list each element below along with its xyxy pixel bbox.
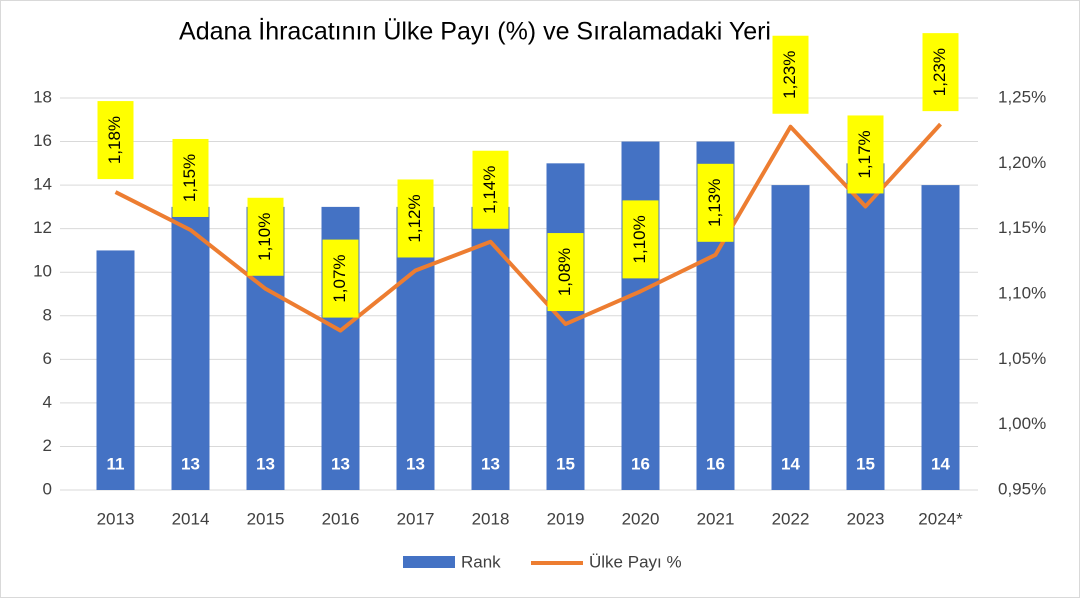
line-value-label: 1,23% [780,51,799,99]
data-label-box [922,33,959,112]
data-label-box [697,163,734,242]
line-value-label: 1,12% [405,194,424,242]
bar [96,250,135,490]
y2-tick-label: 1,05% [998,349,1046,368]
bar-value-label: 11 [107,454,125,473]
y-tick-label: 14 [33,175,52,194]
legend-swatch [403,556,455,568]
line-value-label: 1,18% [105,116,124,164]
bar-value-label: 16 [706,454,725,473]
line-value-label: 1,07% [330,254,349,302]
x-tick-label: 2024* [918,509,963,528]
x-tick-label: 2013 [97,509,135,528]
legend-label: Rank [461,552,501,571]
x-tick-label: 2017 [397,509,435,528]
bar-value-label: 13 [331,454,350,473]
data-label-box [772,35,809,114]
y-tick-label: 0 [43,479,52,498]
line-value-label: 1,10% [630,215,649,263]
x-tick-label: 2020 [622,509,660,528]
bar-value-label: 13 [481,454,500,473]
data-label-box [547,233,584,312]
bar-value-label: 13 [256,454,275,473]
bar [621,141,660,491]
bar [171,206,210,490]
data-label-box [397,179,434,258]
bar [846,163,885,491]
y2-tick-label: 0,95% [998,479,1046,498]
x-tick-label: 2022 [772,509,810,528]
data-label-box [322,239,359,318]
y-tick-label: 4 [43,392,52,411]
line-value-label: 1,14% [480,166,499,214]
bar-value-label: 13 [406,454,425,473]
legend-label: Ülke Payı % [589,552,682,571]
line-value-label: 1,13% [705,179,724,227]
y2-tick-label: 1,20% [998,153,1046,172]
y2-tick-label: 1,00% [998,414,1046,433]
y-tick-label: 6 [43,349,52,368]
y-tick-label: 16 [33,131,52,150]
data-label-box [172,138,209,217]
y-tick-label: 10 [33,262,52,281]
y-tick-label: 12 [33,218,52,237]
line-value-label: 1,15% [180,154,199,202]
data-label-box [97,101,134,180]
y-tick-label: 18 [33,87,52,106]
y2-tick-label: 1,10% [998,283,1046,302]
x-tick-label: 2023 [847,509,885,528]
bar-value-label: 15 [856,454,875,473]
bar-value-label: 14 [781,454,800,473]
bar-value-label: 13 [181,454,200,473]
x-tick-label: 2014 [172,509,210,528]
x-tick-label: 2019 [547,509,585,528]
line [114,122,942,333]
bar [921,185,960,490]
data-label-box [247,197,284,276]
data-label-box [847,115,884,194]
line-value-label: 1,08% [555,248,574,296]
data-label-box [472,150,509,229]
bar [771,185,810,490]
bar-value-label: 14 [931,454,950,473]
x-tick-label: 2018 [472,509,510,528]
line-value-label: 1,17% [855,130,874,178]
x-tick-label: 2016 [322,509,360,528]
x-tick-label: 2021 [697,509,735,528]
bar-value-label: 16 [631,454,650,473]
data-label-box [622,200,659,279]
y2-tick-label: 1,25% [998,87,1046,106]
line-value-label: 1,10% [255,213,274,261]
line-value-label: 1,23% [930,48,949,96]
bar-value-label: 15 [556,454,575,473]
chart-title: Adana İhracatının Ülke Payı (%) ve Sıral… [179,17,771,46]
y-tick-label: 2 [43,436,52,455]
bar [546,163,585,491]
y2-tick-label: 1,15% [998,218,1046,237]
y-tick-label: 8 [43,305,52,324]
x-tick-label: 2015 [247,509,285,528]
bar [471,206,510,490]
